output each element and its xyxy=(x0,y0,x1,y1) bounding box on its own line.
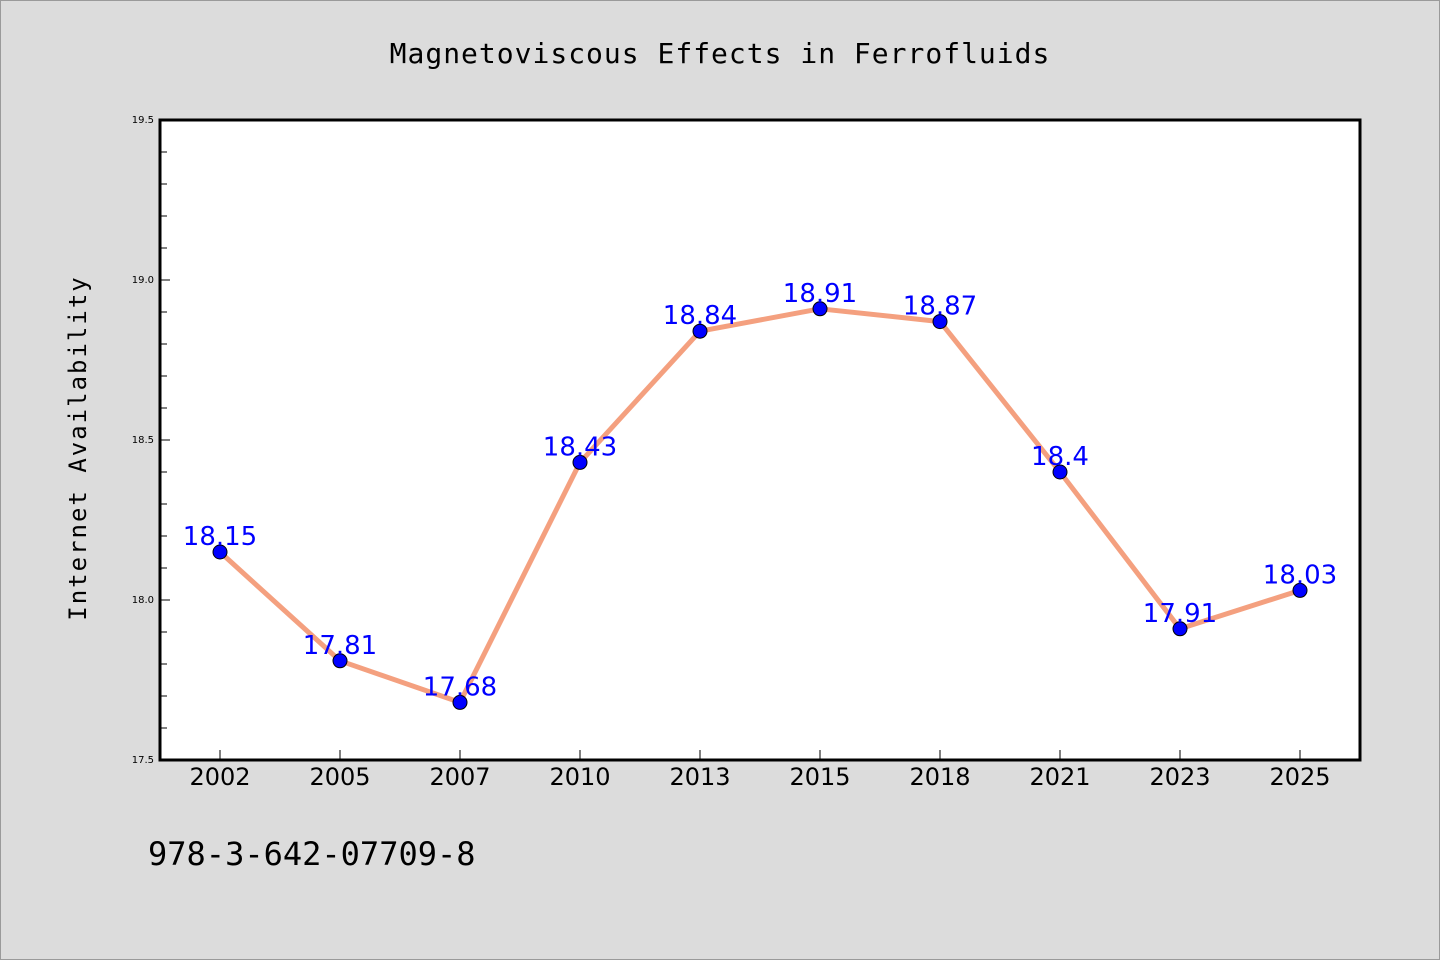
x-tick-label: 2018 xyxy=(909,763,970,791)
markers-group xyxy=(212,301,1308,710)
y-axis: 17.5 18.0 18.5 19.0 19.5 xyxy=(132,115,170,766)
plot-area xyxy=(158,118,1362,762)
y-axis-label: Internet Availability xyxy=(64,275,92,620)
data-label: 17.68 xyxy=(423,672,497,702)
y-tick-label: 19.5 xyxy=(132,115,154,126)
data-label: 18.4 xyxy=(1031,442,1089,472)
data-point-marker xyxy=(332,653,348,669)
x-tick-label: 2023 xyxy=(1149,763,1210,791)
data-point-marker xyxy=(572,454,588,470)
x-tick-label: 2010 xyxy=(549,763,610,791)
data-labels-group: 18.15 17.81 17.68 18.43 18.84 18.91 18.87 18.4 1… xyxy=(183,279,1337,703)
data-label: 18.87 xyxy=(903,292,977,322)
data-label: 18.91 xyxy=(783,279,857,309)
data-label: 17.91 xyxy=(1143,599,1217,629)
x-tick-label: 2013 xyxy=(669,763,730,791)
data-point-marker xyxy=(1172,621,1188,637)
data-point-marker xyxy=(932,314,948,330)
data-point-marker xyxy=(1052,464,1068,480)
data-label: 18.43 xyxy=(543,432,617,462)
data-point-marker xyxy=(1292,582,1308,598)
data-point-marker xyxy=(212,544,228,560)
y-tick-label: 19.0 xyxy=(132,275,154,286)
x-tick-label: 2025 xyxy=(1269,763,1330,791)
y-tick-label: 17.5 xyxy=(132,755,154,766)
isbn-footer: 978-3-642-07709-8 xyxy=(148,835,476,873)
data-label: 18.15 xyxy=(183,522,257,552)
series-line-group xyxy=(217,306,1303,705)
data-label: 18.84 xyxy=(663,301,737,331)
data-label: 18.03 xyxy=(1263,560,1337,590)
data-point-marker xyxy=(692,323,708,339)
data-point-marker xyxy=(452,694,468,710)
x-tick-label: 2002 xyxy=(189,763,250,791)
y-tick-label: 18.5 xyxy=(132,435,154,446)
series-line xyxy=(217,306,1303,705)
data-point-marker xyxy=(812,301,828,317)
data-label: 17.81 xyxy=(303,631,377,661)
y-tick-label: 18.0 xyxy=(132,595,154,606)
x-tick-label: 2005 xyxy=(309,763,370,791)
x-axis: 2002 2005 2007 2010 2013 2015 2018 2021 2023 2025 xyxy=(189,750,1331,791)
x-tick-label: 2021 xyxy=(1029,763,1090,791)
x-tick-label: 2007 xyxy=(429,763,490,791)
x-tick-label: 2015 xyxy=(789,763,850,791)
chart-title: Magnetoviscous Effects in Ferrofluids xyxy=(390,37,1051,70)
